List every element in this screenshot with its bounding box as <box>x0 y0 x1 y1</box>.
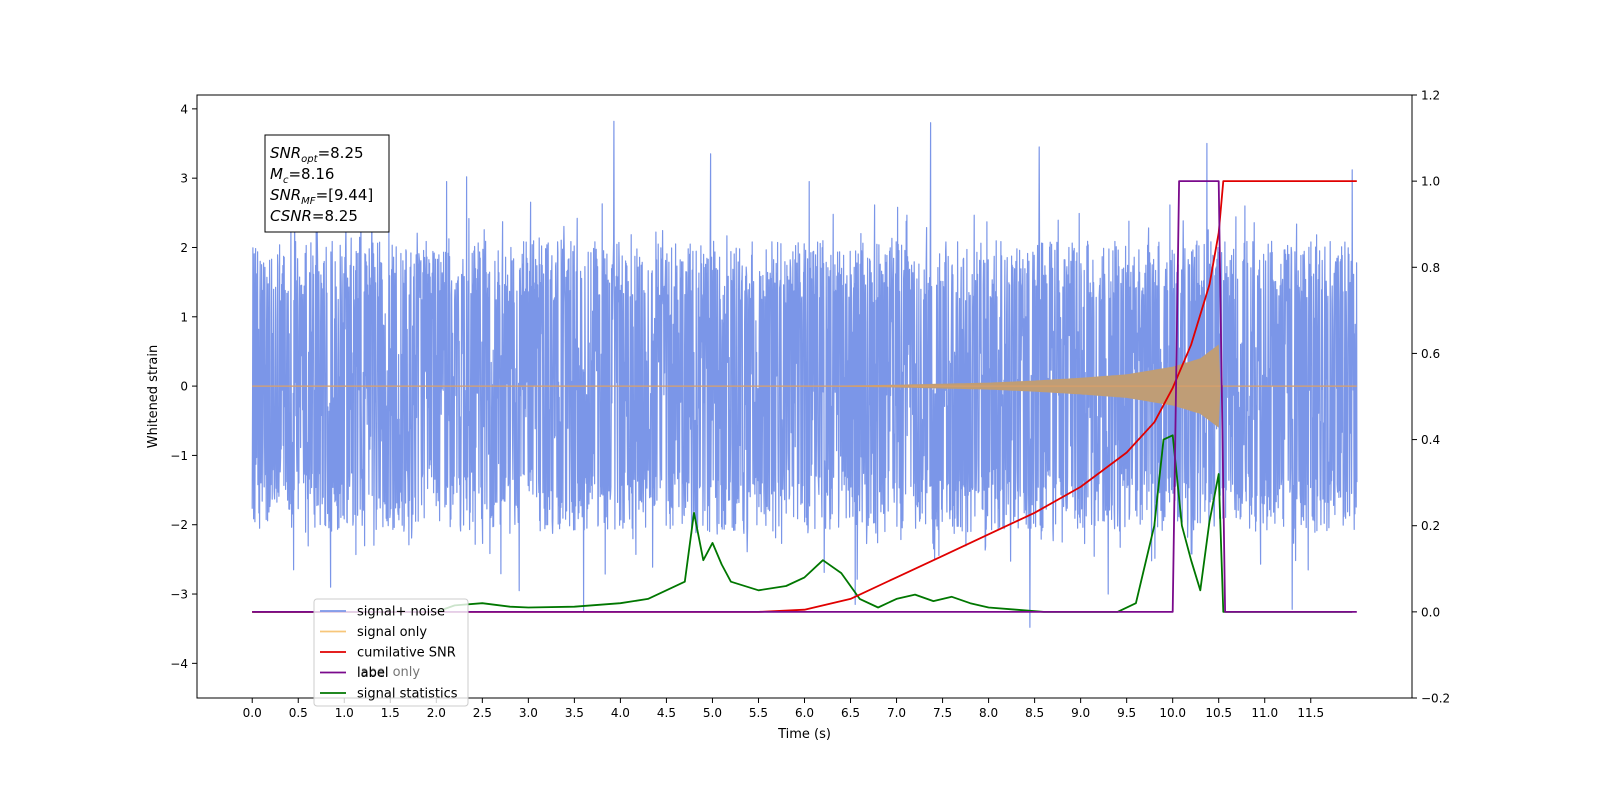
y-tick-label: −1 <box>170 449 188 463</box>
x-tick-label: 4.0 <box>611 706 630 720</box>
y-tick-label: 1 <box>180 310 188 324</box>
y-axis-label: Whitened strain <box>146 345 161 448</box>
y-axis-ticks: 4 3 2 1 0 −1 −2 −3 −4 <box>170 102 197 671</box>
y2-tick-label: 0.8 <box>1421 261 1440 275</box>
y2-tick-label: 0.6 <box>1421 347 1440 361</box>
x-axis-ticks: 0.0 0.5 1.0 1.5 2.0 2.5 3.0 3.5 4.0 4.5 5.0 5.5 6.0 6… <box>243 698 1324 720</box>
line-series <box>252 180 1357 613</box>
x-tick-label: 1.0 <box>335 706 354 720</box>
y-tick-label: 4 <box>180 102 188 116</box>
signal-noise-line <box>251 120 1358 628</box>
x-axis-label: Time (s) <box>777 727 831 742</box>
y-tick-label: 2 <box>180 241 188 255</box>
x-tick-label: 10.0 <box>1159 706 1186 720</box>
y-tick-label: −4 <box>170 657 188 671</box>
y2-tick-label: 0.0 <box>1421 605 1440 619</box>
x-tick-label: 6.0 <box>795 706 814 720</box>
signal-noise-series <box>251 120 1358 628</box>
x-tick-label: 11.0 <box>1251 706 1278 720</box>
y2-tick-label: 1.0 <box>1421 175 1440 189</box>
y-tick-label: −2 <box>170 518 188 532</box>
y2-tick-label: −0.2 <box>1421 692 1450 706</box>
legend-item-cumulative-snr-label: cumilative SNR <box>357 646 456 661</box>
x-tick-label: 0.5 <box>289 706 308 720</box>
y2-tick-label: 0.4 <box>1421 433 1440 447</box>
annotation-box <box>264 134 390 233</box>
x-tick-label: 5.5 <box>749 706 768 720</box>
x-tick-label: 10.5 <box>1205 706 1232 720</box>
legend-item-signal-statistics-label: signal statistics <box>357 687 458 702</box>
x-tick-label: 1.5 <box>381 706 400 720</box>
x-tick-label: 2.5 <box>473 706 492 720</box>
x-tick-label: 6.5 <box>841 706 860 720</box>
x-tick-label: 4.5 <box>657 706 676 720</box>
y-tick-label: 3 <box>180 172 188 186</box>
x-tick-label: 5.0 <box>703 706 722 720</box>
cumulative-snr-line <box>252 180 1357 613</box>
annotation-line: SNRopt=8.25 <box>270 144 364 165</box>
x-tick-label: 8.5 <box>1025 706 1044 720</box>
x-tick-label: 3.5 <box>565 706 584 720</box>
x-tick-label: 7.0 <box>887 706 906 720</box>
x-tick-label: 2.0 <box>427 706 446 720</box>
legend-box <box>313 598 469 707</box>
signal-statistics-line <box>252 434 1353 613</box>
legend-item-signal-noise-label: signal+ noise <box>357 605 445 620</box>
annotation-line: CSNR=8.25 <box>270 207 358 225</box>
annotation-line: SNRMF=[9.44] <box>270 186 373 207</box>
legend-item-label-label: label <box>357 666 388 681</box>
y2-axis-ticks: 1.2 1.0 0.8 0.6 0.4 0.2 0.0 −0.2 <box>1412 89 1450 706</box>
y2-tick-label: 0.2 <box>1421 519 1440 533</box>
legend: signal+ noise signal only cumilative SNR la… <box>313 598 469 707</box>
x-tick-label: 0.0 <box>243 706 262 720</box>
x-tick-label: 9.0 <box>1071 706 1090 720</box>
x-tick-label: 3.0 <box>519 706 538 720</box>
x-tick-label: 9.5 <box>1117 706 1136 720</box>
legend-item-signal-only-label: signal only <box>357 625 427 640</box>
x-tick-label: 8.0 <box>979 706 998 720</box>
annotation-line: Mc=8.16 <box>270 165 334 186</box>
x-tick-label: 7.5 <box>933 706 952 720</box>
label-line <box>252 180 1357 613</box>
y-tick-label: 0 <box>180 380 188 394</box>
x-tick-label: 11.5 <box>1297 706 1324 720</box>
legend-item-label-only-label: label only <box>357 665 420 680</box>
y2-tick-label: 1.2 <box>1421 89 1440 103</box>
y-tick-label: −3 <box>170 588 188 602</box>
